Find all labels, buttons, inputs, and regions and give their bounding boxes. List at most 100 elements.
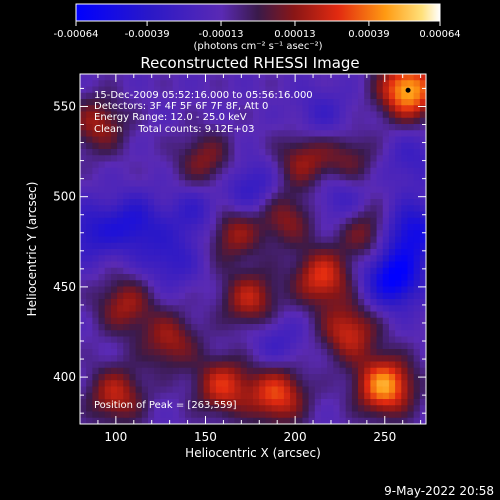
heatmap-cell	[302, 299, 310, 306]
heatmap-cell	[86, 74, 93, 81]
heatmap-cell	[160, 192, 167, 200]
heatmap-cell	[376, 111, 384, 119]
heatmap-cell	[135, 330, 143, 337]
heatmap-cell	[141, 305, 149, 312]
heatmap-cell	[234, 80, 242, 87]
heatmap-cell	[407, 174, 415, 181]
heatmap-cell	[123, 149, 130, 156]
heatmap-cell	[123, 167, 130, 175]
heatmap-cell	[104, 255, 112, 262]
heatmap-cell	[413, 180, 421, 187]
heatmap-cell	[160, 105, 167, 112]
heatmap-cell	[234, 174, 242, 181]
heatmap-cell	[388, 374, 396, 381]
heatmap-cell	[271, 111, 279, 119]
heatmap-cell	[283, 386, 291, 394]
heatmap-cell	[203, 224, 211, 231]
heatmap-cell	[209, 324, 217, 331]
heatmap-cell	[104, 267, 112, 275]
heatmap-cell	[382, 167, 390, 175]
heatmap-cell	[314, 386, 322, 394]
heatmap-cell	[407, 217, 415, 225]
heatmap-cell	[129, 199, 137, 206]
heatmap-cell	[123, 255, 130, 262]
heatmap-cell	[333, 292, 340, 300]
heatmap-cell	[80, 324, 87, 331]
heatmap-cell	[166, 155, 174, 162]
heatmap-cell	[147, 186, 155, 194]
heatmap-cell	[185, 386, 192, 394]
heatmap-cell	[203, 399, 211, 406]
heatmap-cell	[92, 361, 99, 369]
heatmap-cell	[382, 224, 390, 231]
heatmap-cell	[110, 255, 118, 262]
heatmap-cell	[413, 167, 421, 175]
heatmap-cell	[395, 330, 402, 337]
heatmap-cell	[277, 130, 285, 137]
heatmap-cell	[240, 380, 248, 387]
heatmap-cell	[228, 124, 235, 131]
heatmap-cell	[104, 236, 112, 244]
heatmap-cell	[80, 186, 87, 194]
heatmap-cell	[147, 230, 155, 237]
heatmap-cell	[253, 280, 260, 287]
heatmap-cell	[80, 367, 87, 375]
heatmap-cell	[388, 205, 396, 212]
heatmap-cell	[154, 80, 161, 87]
heatmap-cell	[277, 405, 285, 412]
heatmap-cell	[370, 155, 377, 162]
heatmap-cell	[222, 236, 229, 244]
heatmap-cell	[191, 167, 198, 175]
heatmap-cell	[92, 311, 99, 319]
heatmap-cell	[382, 174, 390, 181]
heatmap-cell	[228, 99, 235, 106]
heatmap-cell	[265, 224, 272, 231]
heatmap-cell	[401, 249, 408, 256]
heatmap-cell	[117, 267, 124, 275]
heatmap-cell	[351, 411, 359, 419]
heatmap-cell	[209, 99, 217, 106]
heatmap-cell	[419, 280, 426, 287]
heatmap-cell	[358, 386, 365, 394]
heatmap-cell	[351, 161, 359, 169]
heatmap-cell	[222, 211, 229, 219]
heatmap-cell	[407, 192, 415, 200]
heatmap-cell	[302, 336, 310, 344]
heatmap-cell	[259, 80, 266, 87]
heatmap-cell	[222, 99, 229, 106]
heatmap-cell	[364, 242, 371, 250]
heatmap-cell	[98, 399, 106, 406]
heatmap-cell	[271, 236, 279, 244]
heatmap-cell	[240, 180, 248, 187]
heatmap-cell	[166, 355, 174, 362]
heatmap-cell	[419, 411, 426, 419]
heatmap-cell	[135, 305, 143, 312]
heatmap-cell	[246, 267, 254, 275]
heatmap-cell	[154, 186, 161, 194]
heatmap-cell	[358, 124, 365, 131]
heatmap-cell	[160, 292, 167, 300]
heatmap-cell	[277, 230, 285, 237]
heatmap-cell	[382, 274, 390, 281]
heatmap-cell	[388, 224, 396, 231]
heatmap-cell	[197, 124, 204, 131]
heatmap-cell	[320, 180, 328, 187]
heatmap-cell	[277, 205, 285, 212]
heatmap-cell	[358, 349, 365, 356]
heatmap-cell	[290, 211, 297, 219]
heatmap-cell	[364, 280, 371, 287]
heatmap-cell	[197, 255, 204, 262]
heatmap-cell	[129, 180, 137, 187]
heatmap-cell	[110, 167, 118, 175]
heatmap-cell	[314, 305, 322, 312]
heatmap-cell	[197, 136, 204, 144]
heatmap-cell	[147, 299, 155, 306]
heatmap-cell	[129, 255, 137, 262]
heatmap-cell	[407, 111, 415, 119]
heatmap-cell	[110, 399, 118, 406]
heatmap-cell	[351, 361, 359, 369]
heatmap-cell	[104, 199, 112, 206]
heatmap-cell	[141, 117, 149, 125]
heatmap-cell	[308, 99, 316, 106]
heatmap-cell	[203, 280, 211, 287]
